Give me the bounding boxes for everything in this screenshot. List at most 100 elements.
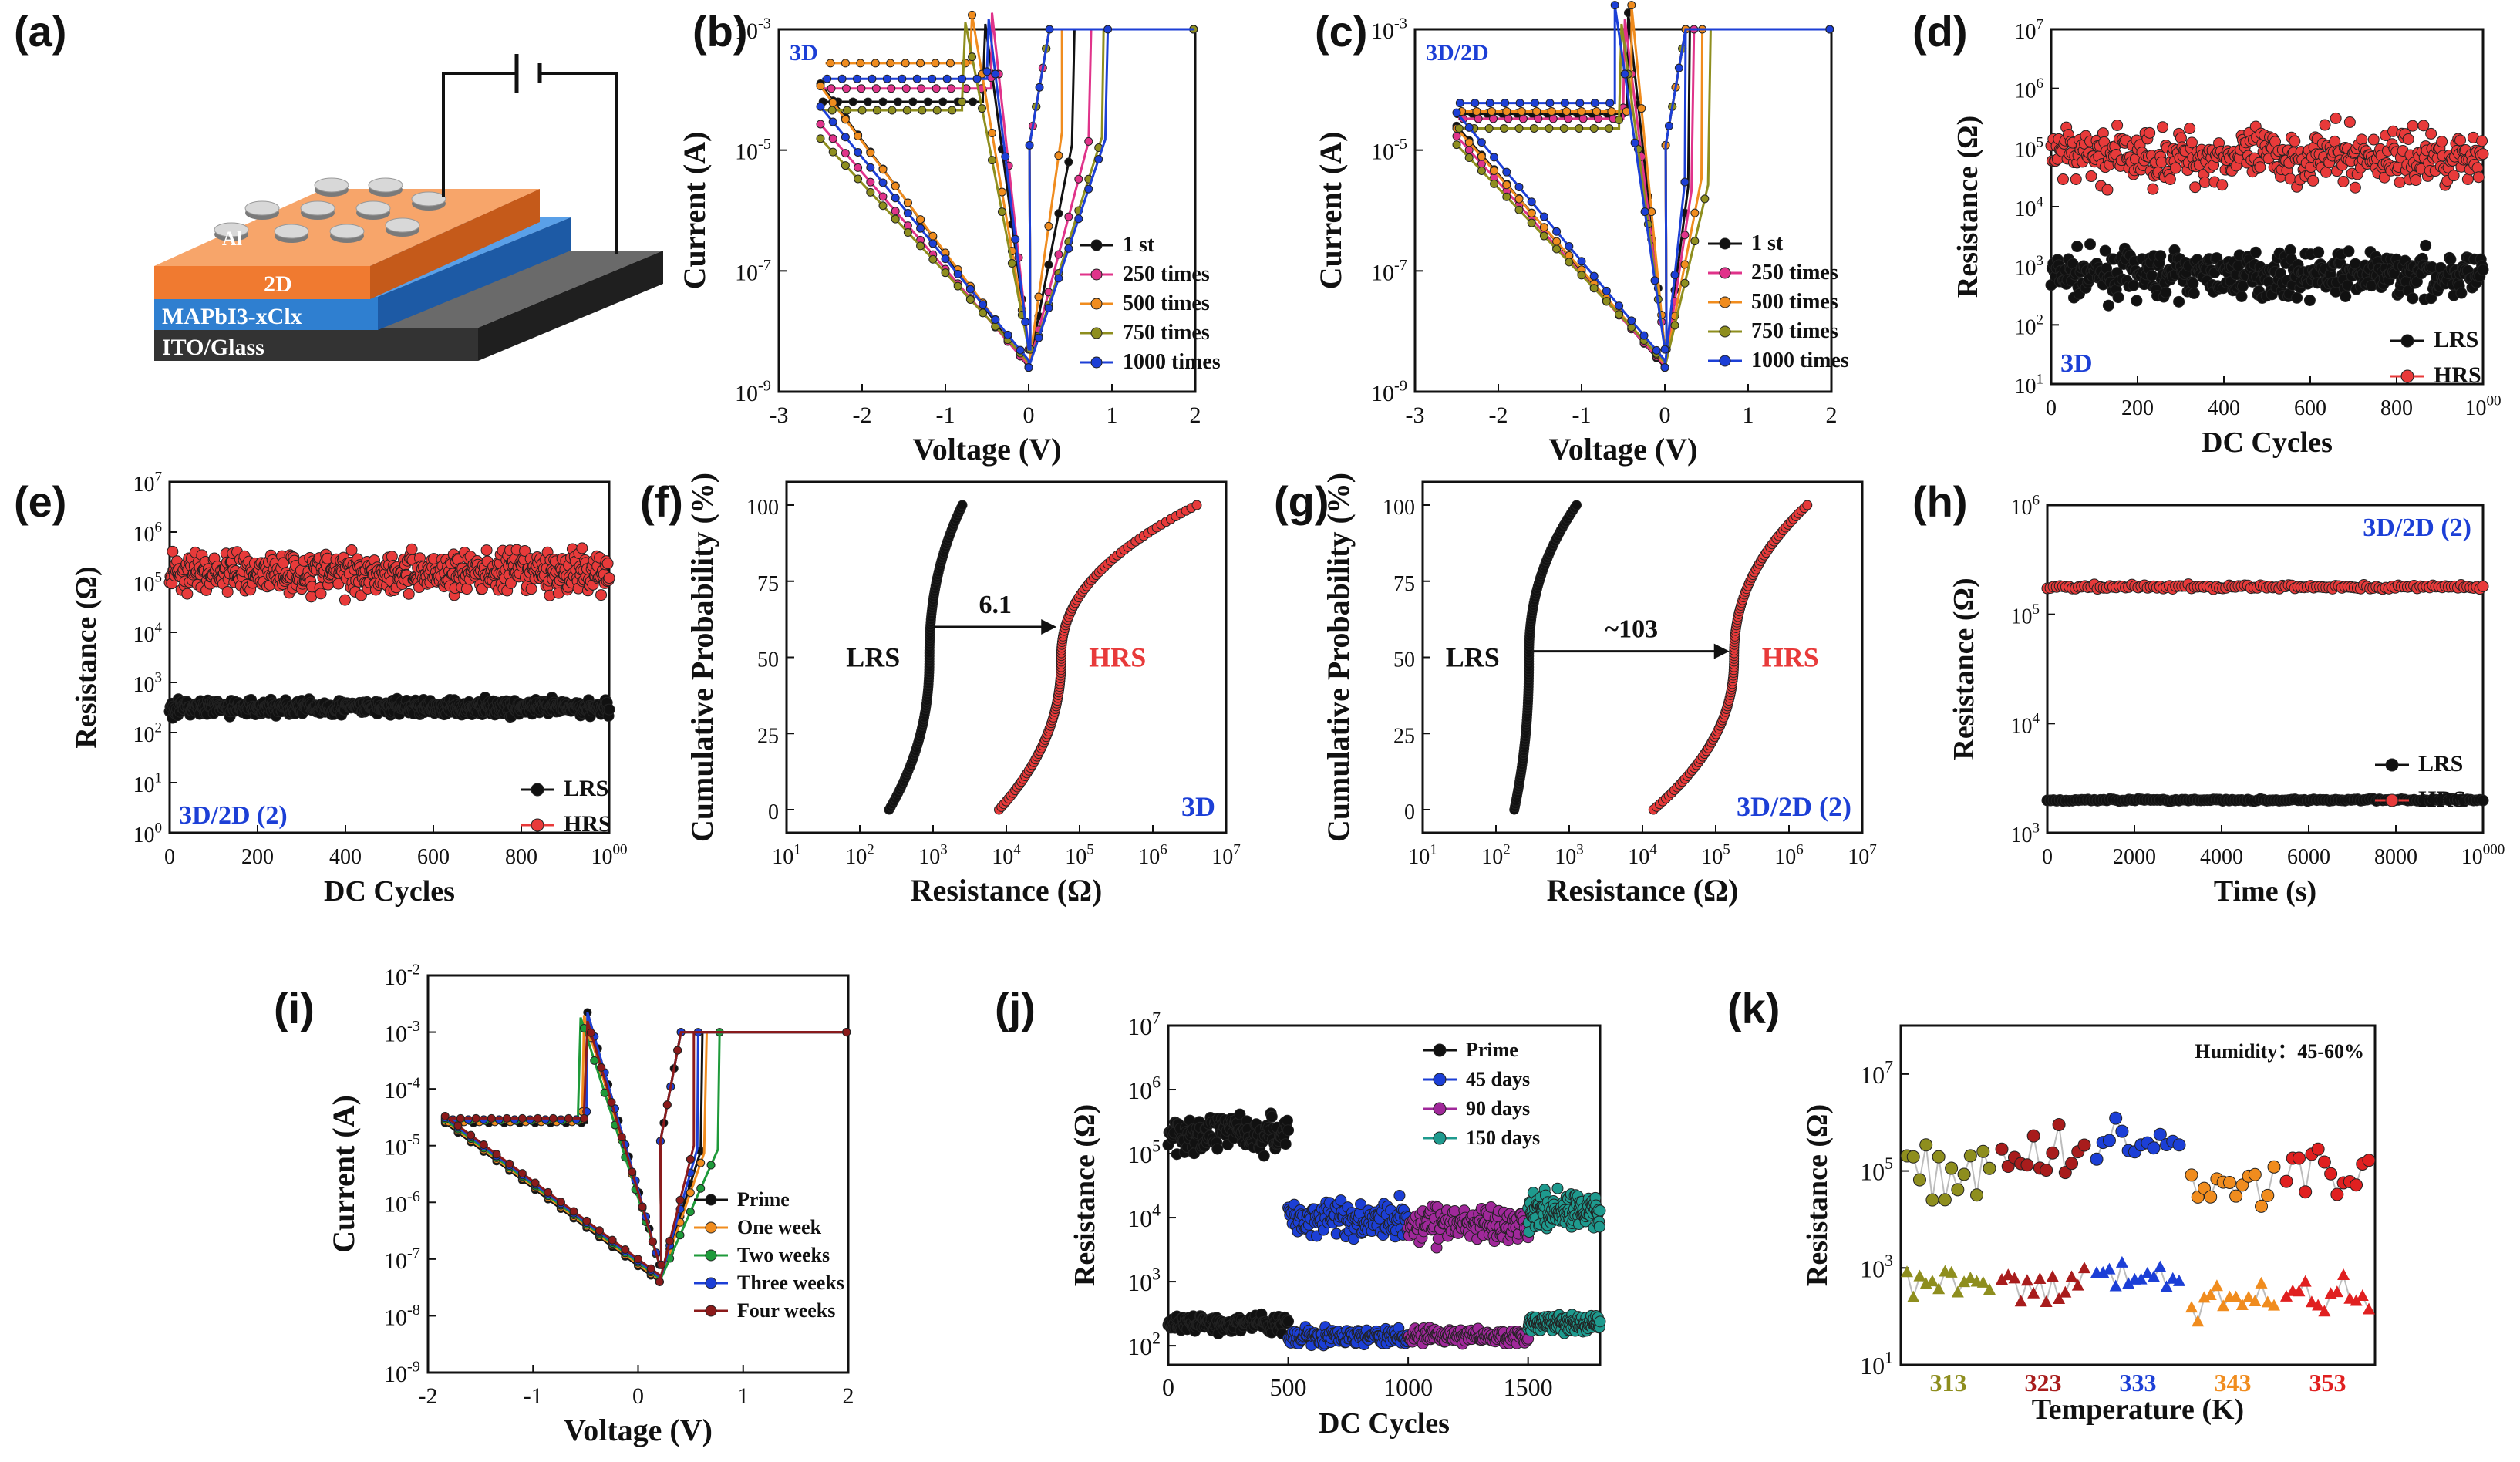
data-point	[440, 1111, 450, 1120]
data-point	[1531, 99, 1540, 108]
data-point	[2111, 119, 2124, 131]
data-point	[1024, 363, 1033, 372]
legend-label-0: 1 st	[1751, 231, 1784, 255]
tick-exponent: -9	[758, 378, 771, 395]
data-point	[997, 207, 1006, 217]
data-point	[706, 1161, 716, 1170]
series-label-lrs: LRS	[846, 642, 900, 673]
tick-label: 10-7	[1371, 257, 1407, 286]
tick-base: 10	[845, 845, 867, 869]
tick-base: 10	[1555, 845, 1576, 869]
tick-exponent: 7	[2036, 16, 2043, 32]
layer-label-ito: ITO/Glass	[162, 335, 264, 360]
legend-label-0: LRS	[2418, 751, 2463, 776]
data-point	[2189, 181, 2202, 194]
data-point	[1471, 99, 1480, 108]
tick-exponent: 3	[2032, 820, 2040, 836]
data-point	[2476, 135, 2488, 147]
data-point	[696, 1158, 706, 1167]
data-point	[917, 84, 926, 93]
data-point	[576, 542, 588, 554]
x-axis-label: Time (s)	[2214, 875, 2316, 908]
tick-label: 4000	[2200, 845, 2243, 869]
tick-exponent: 6	[1160, 841, 1167, 857]
legend-marker	[2385, 793, 2399, 807]
data-point	[908, 97, 918, 106]
data-point	[502, 1113, 511, 1123]
data-point	[841, 149, 850, 158]
data-point	[1605, 123, 1614, 133]
data-point	[841, 133, 850, 142]
tick-label: 10-7	[384, 1245, 420, 1274]
data-point	[1514, 194, 1524, 204]
data-point	[686, 1154, 695, 1164]
legend-marker	[705, 1194, 717, 1206]
tick-label: 0	[2046, 396, 2057, 420]
data-point	[406, 543, 418, 555]
data-point	[548, 1113, 558, 1123]
data-point	[1454, 123, 1464, 133]
tick-base: 10	[992, 845, 1013, 869]
panel-label-j: (j)	[995, 984, 1036, 1032]
data-point	[945, 59, 955, 68]
data-point	[1021, 317, 1030, 326]
tick-label: 2000	[2113, 845, 2156, 869]
tick-exponent: 2	[1503, 841, 1511, 857]
tick-label: 107	[1127, 1009, 1161, 1040]
chart-title: 3D	[2060, 349, 2093, 378]
data-point	[517, 1169, 527, 1178]
data-point	[893, 97, 902, 106]
data-point	[1054, 209, 1063, 218]
tick-exponent: 2	[2036, 312, 2043, 328]
data-point	[891, 207, 900, 216]
data-point	[2417, 120, 2430, 132]
tick-label: -2	[1489, 403, 1508, 428]
data-point	[2128, 279, 2140, 291]
tick-exponent: 00	[2486, 392, 2501, 409]
data-point	[1545, 123, 1554, 133]
tick-exponent: -2	[407, 962, 420, 979]
data-point	[1054, 274, 1063, 283]
tick-exponent: -7	[407, 1245, 420, 1262]
data-point	[1572, 500, 1582, 510]
data-point	[837, 74, 847, 83]
tick-label: 101	[133, 770, 162, 797]
data-point	[2436, 136, 2448, 148]
data-point	[928, 74, 937, 83]
data-point	[564, 1113, 573, 1123]
data-point	[2394, 176, 2406, 188]
data-point	[828, 117, 837, 126]
data-point	[601, 558, 614, 570]
data-point	[982, 67, 992, 76]
data-point	[2410, 174, 2422, 187]
tick-label: 50	[1393, 648, 1415, 672]
tick-exponent: 3	[2036, 253, 2043, 269]
tick-exponent: -8	[407, 1302, 420, 1319]
data-point	[1045, 25, 1054, 34]
data-point	[1552, 244, 1562, 254]
tick-label: 10-2	[384, 962, 420, 991]
data-point	[544, 1187, 553, 1197]
data-point	[1490, 153, 1499, 162]
data-point	[646, 1264, 655, 1273]
data-point	[1825, 25, 1834, 34]
tick-exponent: 000	[2483, 841, 2505, 857]
data-point	[608, 1235, 617, 1245]
panel-label-k: (k)	[1727, 984, 1781, 1032]
al-dot	[329, 224, 365, 239]
data-point	[2099, 244, 2111, 257]
data-point	[1670, 270, 1679, 279]
tick-label: 2	[1826, 403, 1838, 428]
data-point	[1477, 152, 1486, 161]
tick-base: 10	[384, 1078, 407, 1103]
tick-base: 10	[1848, 845, 1869, 869]
tick-label: 105	[1065, 841, 1094, 869]
data-point	[2349, 181, 2361, 194]
chart-title: 3D/2D (2)	[1737, 791, 1851, 822]
data-point	[603, 572, 615, 584]
al-dot	[385, 217, 420, 233]
tick-label: -3	[770, 403, 789, 428]
x-axis-label: DC Cycles	[1319, 1407, 1450, 1440]
tick-base: 10	[918, 845, 940, 869]
